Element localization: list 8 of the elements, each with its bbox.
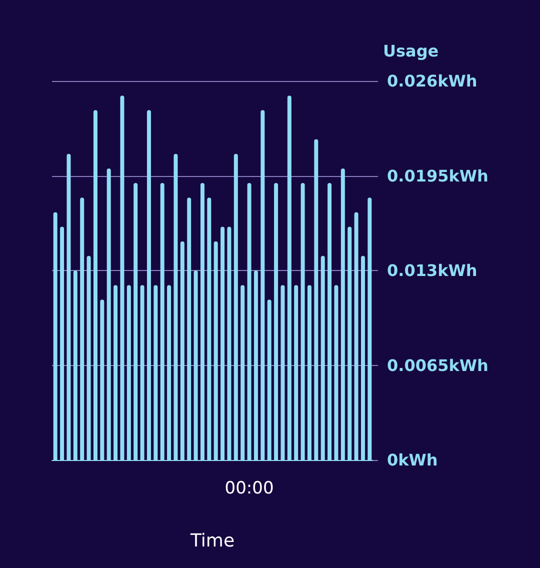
y-tick-label: 0.013kWh [387, 261, 478, 280]
y-tick-label: 0.0195kWh [387, 166, 488, 186]
y-tick-label: 0kWh [387, 450, 438, 470]
x-axis-title: Time [189, 530, 235, 552]
y-tick-label: 0.0065kWh [387, 356, 488, 375]
y-axis-title: Usage [383, 42, 439, 60]
y-tick-label: 0.026kWh [387, 72, 478, 90]
x-tick-label: 00:00 [224, 478, 274, 498]
